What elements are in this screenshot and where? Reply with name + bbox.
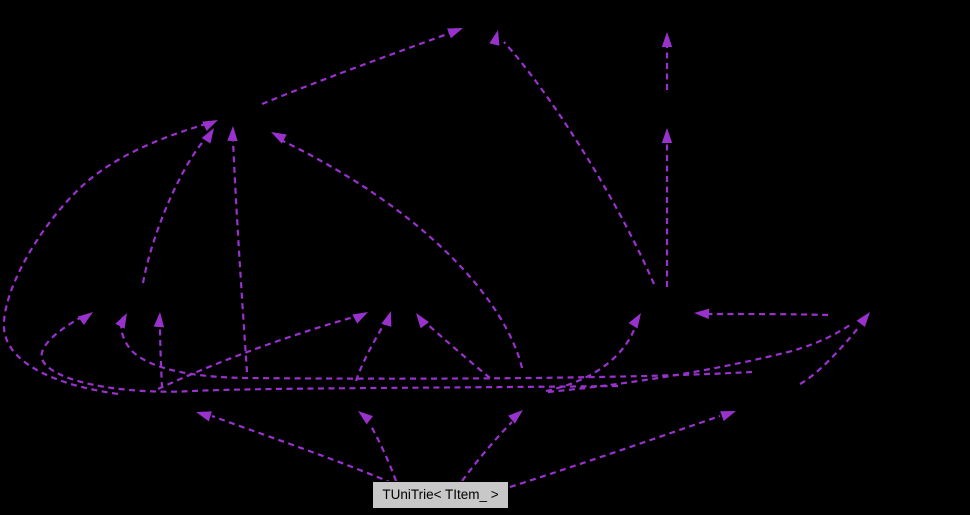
arrowhead-icon [201,128,214,144]
graph-edge-j-to-g [158,323,164,389]
graph-edge-band-to-g-2 [40,317,619,393]
graph-edge-band-to-f [545,329,636,393]
graph-edge-i-to-f [707,312,829,317]
arrowhead-icon [720,411,736,422]
graph-edge-l-to-a [282,140,524,369]
arrowhead-icon [856,312,870,328]
arrowhead-icon [202,120,218,132]
arrowhead-icon [661,32,673,47]
arrowhead-icon [694,308,710,319]
graph-edge-root-to-m [509,414,721,489]
arrowhead-icon [358,411,374,425]
graph-edge-root-to-l [461,421,513,482]
graph-edge-a-to-top [261,31,451,106]
graph-edge-k-to-h [354,323,385,382]
arrowhead-icon [508,410,523,424]
arrowhead-icon [628,313,641,329]
arrowhead-icon [77,312,93,326]
graph-edge-below-to-a [231,140,249,373]
graph-edge-root-to-k [370,425,398,482]
arrowhead-icon [271,132,287,144]
arrowhead-icon [153,312,165,328]
graph-node-tunitrie[interactable]: TUniTrie< TItem_ > [372,481,509,509]
arrowhead-icon [447,28,463,39]
graph-edge-g-to-a [141,135,209,284]
arrowhead-icon [381,311,392,327]
arrowhead-icon [196,411,212,422]
graph-edge-f-to-top [503,41,656,285]
arrowhead-icon [115,313,127,329]
graph-node-label: TUniTrie< TItem_ > [382,487,499,503]
arrowhead-icon [352,312,368,324]
arrowhead-icon [661,128,673,143]
graph-edge-band-to-g-1 [120,316,753,380]
arrowhead-icon [416,313,430,329]
graph-edge-band-to-i [547,324,851,394]
graph-edge-root-to-j [211,414,393,485]
graph-edge-l-to-h [425,322,491,379]
graph-edge-left-loop-to-a [2,122,207,396]
arrowhead-icon [489,30,500,46]
arrowhead-icon [227,126,238,142]
